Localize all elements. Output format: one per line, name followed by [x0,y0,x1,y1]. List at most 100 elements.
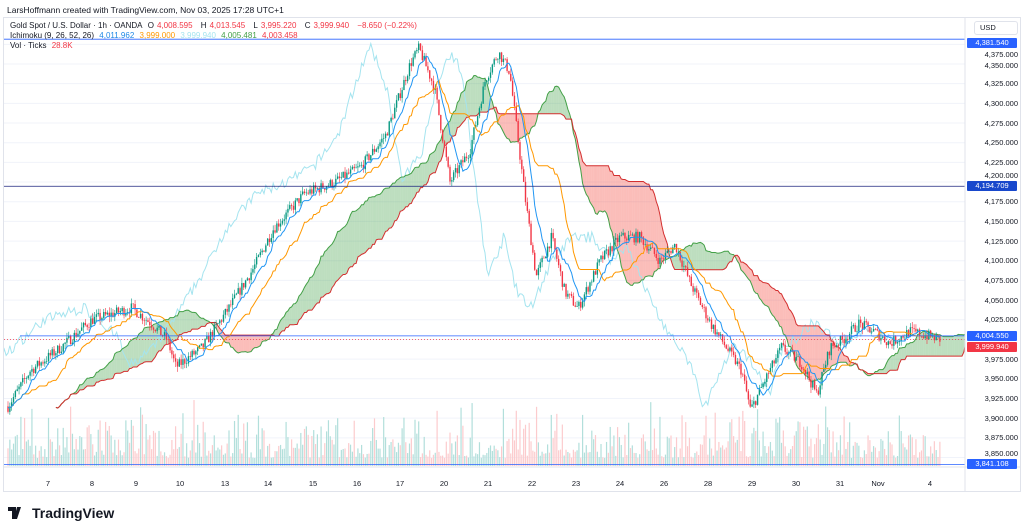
span-b-value: 4,003.458 [262,31,298,40]
cloud-segment [282,316,285,331]
candle [270,237,273,243]
volume-bar [187,457,190,466]
candle [766,373,768,382]
cloud-segment [696,242,699,270]
cloud-segment [438,139,441,163]
volume-bar [830,452,832,466]
candle [440,114,442,131]
candle [804,369,807,375]
volume-bar [760,456,762,466]
candle [250,272,252,281]
candle [296,198,298,201]
volume-bar [578,442,580,466]
volume-legend[interactable]: Vol · Ticks 28.8K [10,41,420,51]
volume-bar [556,413,558,466]
cloud-segment [954,335,957,357]
volume-bar [320,426,322,466]
volume-bar [200,456,202,466]
open-value: 4,008.595 [156,21,193,30]
volume-bar [882,440,884,466]
candle [403,79,405,91]
volume-bar [512,428,514,466]
cloud-segment [656,201,659,271]
cloud-segment [595,165,598,215]
candle [751,404,753,407]
volume-bar [742,410,744,466]
volume-bar [75,439,77,466]
candle [690,276,692,287]
cloud-segment [560,90,563,115]
volume-bar [31,408,33,466]
candle [239,288,241,295]
volume-bar [799,422,801,466]
candle [771,360,773,368]
candle [475,125,477,128]
cloud-segment [624,179,627,283]
volume-bar [904,447,906,466]
candle [189,356,192,357]
volume-bar [769,441,772,466]
volume-bar [633,452,635,466]
candle [158,325,160,328]
volume-bar [224,453,226,466]
candle [139,313,142,318]
candle [208,335,210,343]
cloud-segment [950,336,953,357]
volume-bar [397,442,400,466]
ohlc-open: O 4,008.595 [148,21,196,30]
cloud-segment [949,336,951,357]
candle [858,319,860,331]
candle [281,220,284,224]
volume-bar [860,457,862,466]
tradingview-logo[interactable]: TradingView [8,505,114,521]
volume-bar [423,436,425,466]
cloud-segment [904,343,907,360]
cloud-segment [956,334,959,357]
volume-bar [254,457,256,466]
volume-bar [473,456,475,466]
volume-bar [513,440,516,466]
volume-bar [909,434,912,466]
volume-bar [893,455,895,466]
volume-bar [600,443,602,466]
volume-bar [707,454,709,466]
candle [316,188,319,189]
volume-bar [626,455,628,466]
cloud-segment [252,335,255,350]
symbol-legend[interactable]: Gold Spot / U.S. Dollar · 1h · OANDA O 4,… [10,21,420,31]
volume-bar [346,457,348,466]
candle [311,189,313,194]
volume-bar [160,451,162,466]
volume-bar [817,424,819,466]
volume-bar [880,438,882,466]
cloud-segment [238,335,241,353]
candle [812,380,814,388]
volume-bar [18,455,20,466]
volume-bar [576,450,578,466]
candle [683,266,685,267]
volume-bar [9,439,11,466]
candle [467,158,470,159]
candle [27,375,29,379]
cloud-segment [378,194,381,240]
volume-bar [740,451,742,466]
candle [355,167,357,169]
volume-bar [388,445,390,466]
candle [150,325,153,328]
volume-bar [613,435,615,466]
candle [156,327,158,332]
currency-button[interactable]: USD [974,21,1018,35]
price-tick-label: 3,900.000 [984,413,1018,423]
cloud-segment [437,142,439,168]
cloud-segment [720,252,723,270]
candle [699,297,702,305]
ichimoku-legend[interactable]: Ichimoku (9, 26, 52, 26) 4,011.962 3,999… [10,31,420,41]
volume-bar [326,431,328,466]
volume-bar [674,447,676,466]
time-tick-label: 15 [308,479,318,488]
candle [366,154,368,157]
cloud-segment [315,266,318,305]
volume-bar [449,432,451,466]
volume-bar [745,456,748,466]
